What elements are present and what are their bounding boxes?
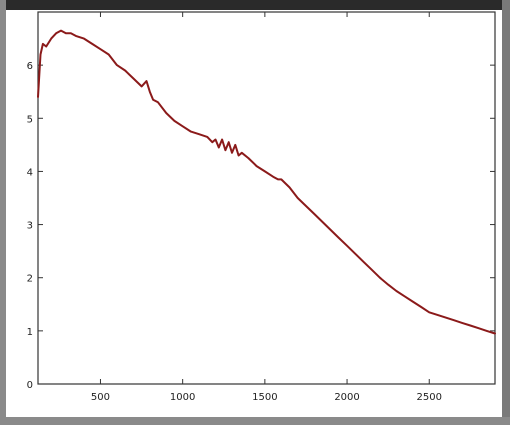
frame-bottom-bar — [0, 417, 510, 425]
plot-box — [37, 11, 496, 385]
series-layer — [37, 29, 496, 335]
x-tick-label: 2000 — [334, 392, 359, 403]
ticks-layer: 500 1000 1500 2000 2500 0 1 2 3 4 5 6 — [27, 12, 495, 403]
y-tick-label: 2 — [27, 274, 33, 285]
y-tick-label: 0 — [27, 380, 33, 391]
frame-left-bar — [0, 0, 6, 425]
frame-right-bar — [502, 0, 510, 425]
axes-layer — [37, 11, 496, 385]
x-tick-label: 500 — [91, 392, 110, 403]
frame-top-bar — [0, 0, 510, 10]
y-tick-label: 1 — [27, 327, 33, 338]
x-tick-label: 1000 — [170, 392, 195, 403]
y-tick-label: 4 — [27, 167, 33, 178]
series-line — [37, 29, 496, 335]
y-tick-label: 6 — [27, 61, 33, 72]
y-tick-label: 5 — [27, 114, 33, 125]
x-tick-label: 2500 — [417, 392, 442, 403]
y-tick-label: 3 — [27, 221, 33, 232]
plot-background — [6, 10, 502, 417]
x-tick-label: 1500 — [252, 392, 277, 403]
